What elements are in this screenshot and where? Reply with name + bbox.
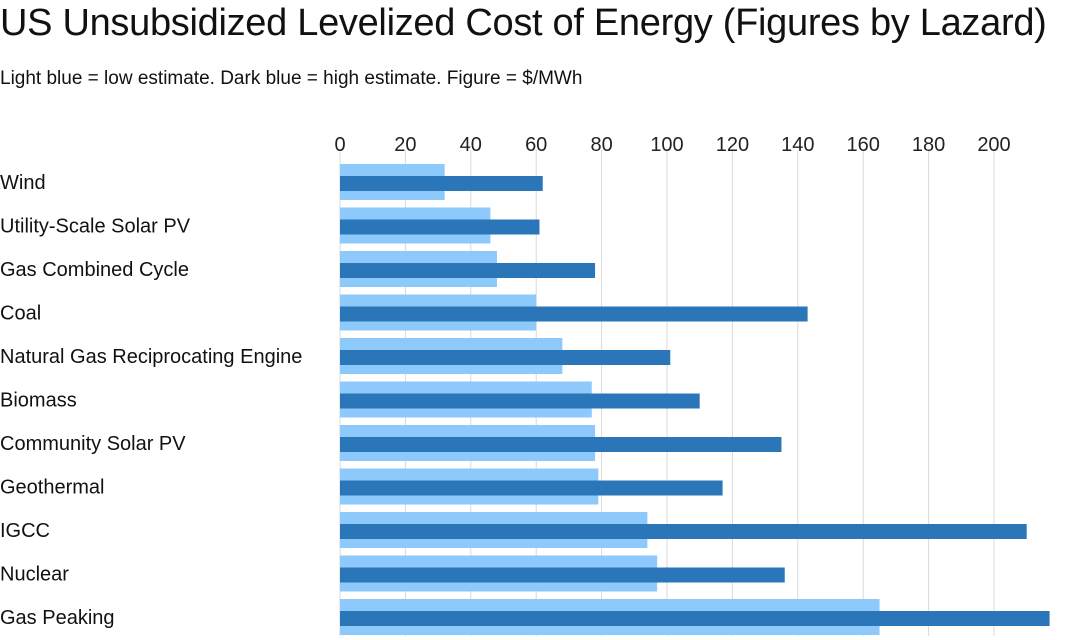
bar-high-estimate <box>340 263 596 278</box>
x-tick-label: 100 <box>650 134 683 156</box>
bar-high-estimate <box>340 611 1050 626</box>
category-label: Nuclear <box>0 564 69 586</box>
chart-subtitle: Light blue = low estimate. Dark blue = h… <box>0 68 583 89</box>
category-label: Community Solar PV <box>0 433 186 455</box>
x-tick-label: 80 <box>590 134 612 156</box>
bar-high-estimate <box>340 219 540 235</box>
x-tick-label: 20 <box>394 134 416 156</box>
category-label: Gas Peaking <box>0 607 115 629</box>
category-label: Biomass <box>0 390 77 412</box>
x-axis-ticks: 0 20 40 60 80 100 120 140 160 180 200 <box>334 134 1010 156</box>
bar-high-estimate <box>340 393 700 409</box>
bar-high-estimate <box>340 350 671 365</box>
category-label: Utility-Scale Solar PV <box>0 216 191 238</box>
chart-title: US Unsubsidized Levelized Cost of Energy… <box>0 2 1047 44</box>
x-tick-label: 40 <box>460 134 482 156</box>
x-tick-label: 180 <box>912 134 945 156</box>
category-labels: Wind Utility-Scale Solar PV Gas Combined C… <box>0 172 302 629</box>
x-tick-label: 60 <box>525 134 547 156</box>
x-tick-label: 120 <box>716 134 749 156</box>
category-label: Geothermal <box>0 477 105 499</box>
category-label: Wind <box>0 172 46 194</box>
x-tick-label: 160 <box>847 134 880 156</box>
bar-high-estimate <box>340 437 782 452</box>
category-label: Natural Gas Reciprocating Engine <box>0 346 302 368</box>
x-tick-label: 200 <box>977 134 1010 156</box>
x-tick-label: 140 <box>781 134 814 156</box>
category-label: Gas Combined Cycle <box>0 259 189 281</box>
bar-high-estimate <box>340 480 723 496</box>
category-label: Coal <box>0 303 41 325</box>
category-label: IGCC <box>0 520 50 542</box>
bar-high-estimate <box>340 176 543 191</box>
bar-high-estimate <box>340 567 785 583</box>
x-tick-label: 0 <box>334 134 345 156</box>
bar-high-estimate <box>340 524 1027 539</box>
bar-high-estimate <box>340 306 808 322</box>
bars <box>340 164 1050 635</box>
